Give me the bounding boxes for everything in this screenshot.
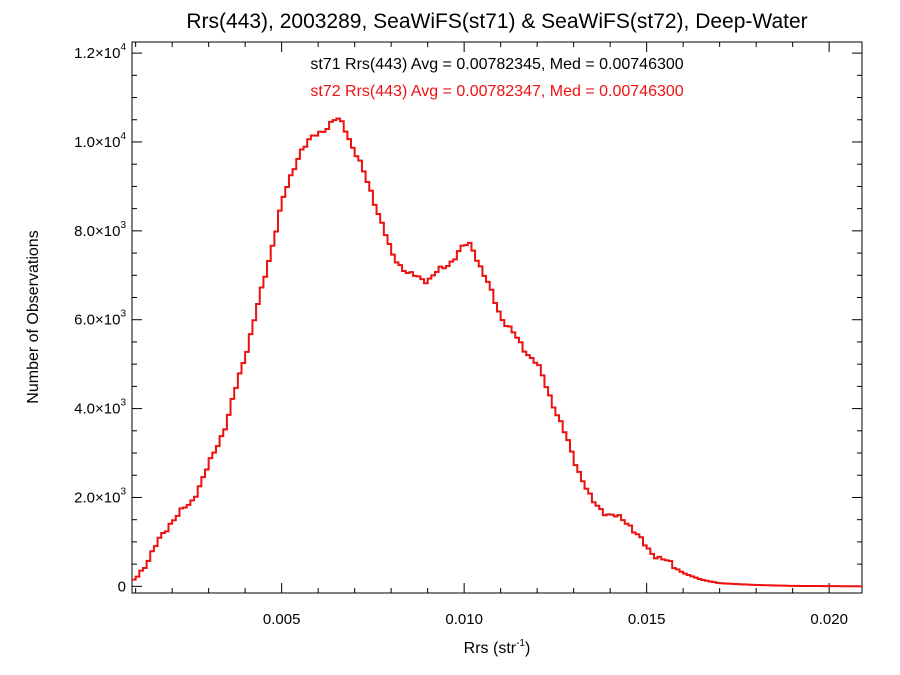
y-tick-label-base: 6.0×10: [74, 312, 120, 329]
y-tick-label-base: 1.2×10: [74, 45, 120, 62]
y-tick-label-exponent: 4: [120, 42, 126, 53]
y-tick-label-base: 1.0×10: [74, 134, 120, 151]
y-tick-label-exponent: 4: [120, 131, 126, 142]
plot-frame: [131, 41, 863, 594]
annotation-st72: st72 Rrs(443) Avg = 0.00782347, Med = 0.…: [310, 83, 683, 100]
series-st72-line: [132, 117, 862, 588]
y-tick-label-exponent: 3: [120, 220, 126, 231]
x-tick-labels: 0.005 0.010 0.015 0.020: [263, 611, 848, 628]
y-tick-label-base: 2.0×10: [74, 489, 120, 506]
x-axis-label-main: Rrs (str: [464, 640, 517, 657]
x-axis-label-sup: -1: [516, 638, 525, 649]
y-tick-label: 1.0×104: [74, 131, 126, 151]
annotation-st71: st71 Rrs(443) Avg = 0.00782345, Med = 0.…: [310, 56, 683, 73]
x-tick-label: 0.010: [445, 611, 483, 628]
y-tick-label-base: 0: [118, 578, 126, 595]
x-axis-label-close: ): [525, 640, 530, 657]
y-tick-label: 1.2×104: [74, 42, 126, 62]
y-tick-labels: 02.0×1034.0×1036.0×1038.0×1031.0×1041.2×…: [74, 42, 126, 595]
y-tick-label-exponent: 3: [120, 309, 126, 320]
x-tick-label: 0.005: [263, 611, 301, 628]
y-tick-label: 0: [118, 578, 126, 595]
y-tick-label: 8.0×103: [74, 220, 126, 240]
y-tick-label: 2.0×103: [74, 486, 126, 506]
x-axis-label: Rrs (str-1): [464, 638, 531, 657]
y-tick-label-base: 4.0×10: [74, 401, 120, 418]
axis-ticks: [132, 42, 862, 593]
y-tick-label: 6.0×103: [74, 309, 126, 329]
x-tick-label: 0.020: [810, 611, 848, 628]
y-tick-label: 4.0×103: [74, 398, 126, 418]
y-tick-label-base: 8.0×10: [74, 223, 120, 240]
x-tick-label: 0.015: [628, 611, 666, 628]
y-tick-label-exponent: 3: [120, 486, 126, 497]
chart-title: Rrs(443), 2003289, SeaWiFS(st71) & SeaWi…: [186, 10, 807, 33]
y-tick-label-exponent: 3: [120, 398, 126, 409]
series-st71-line: [132, 117, 862, 588]
y-axis-label: Number of Observations: [25, 230, 42, 403]
